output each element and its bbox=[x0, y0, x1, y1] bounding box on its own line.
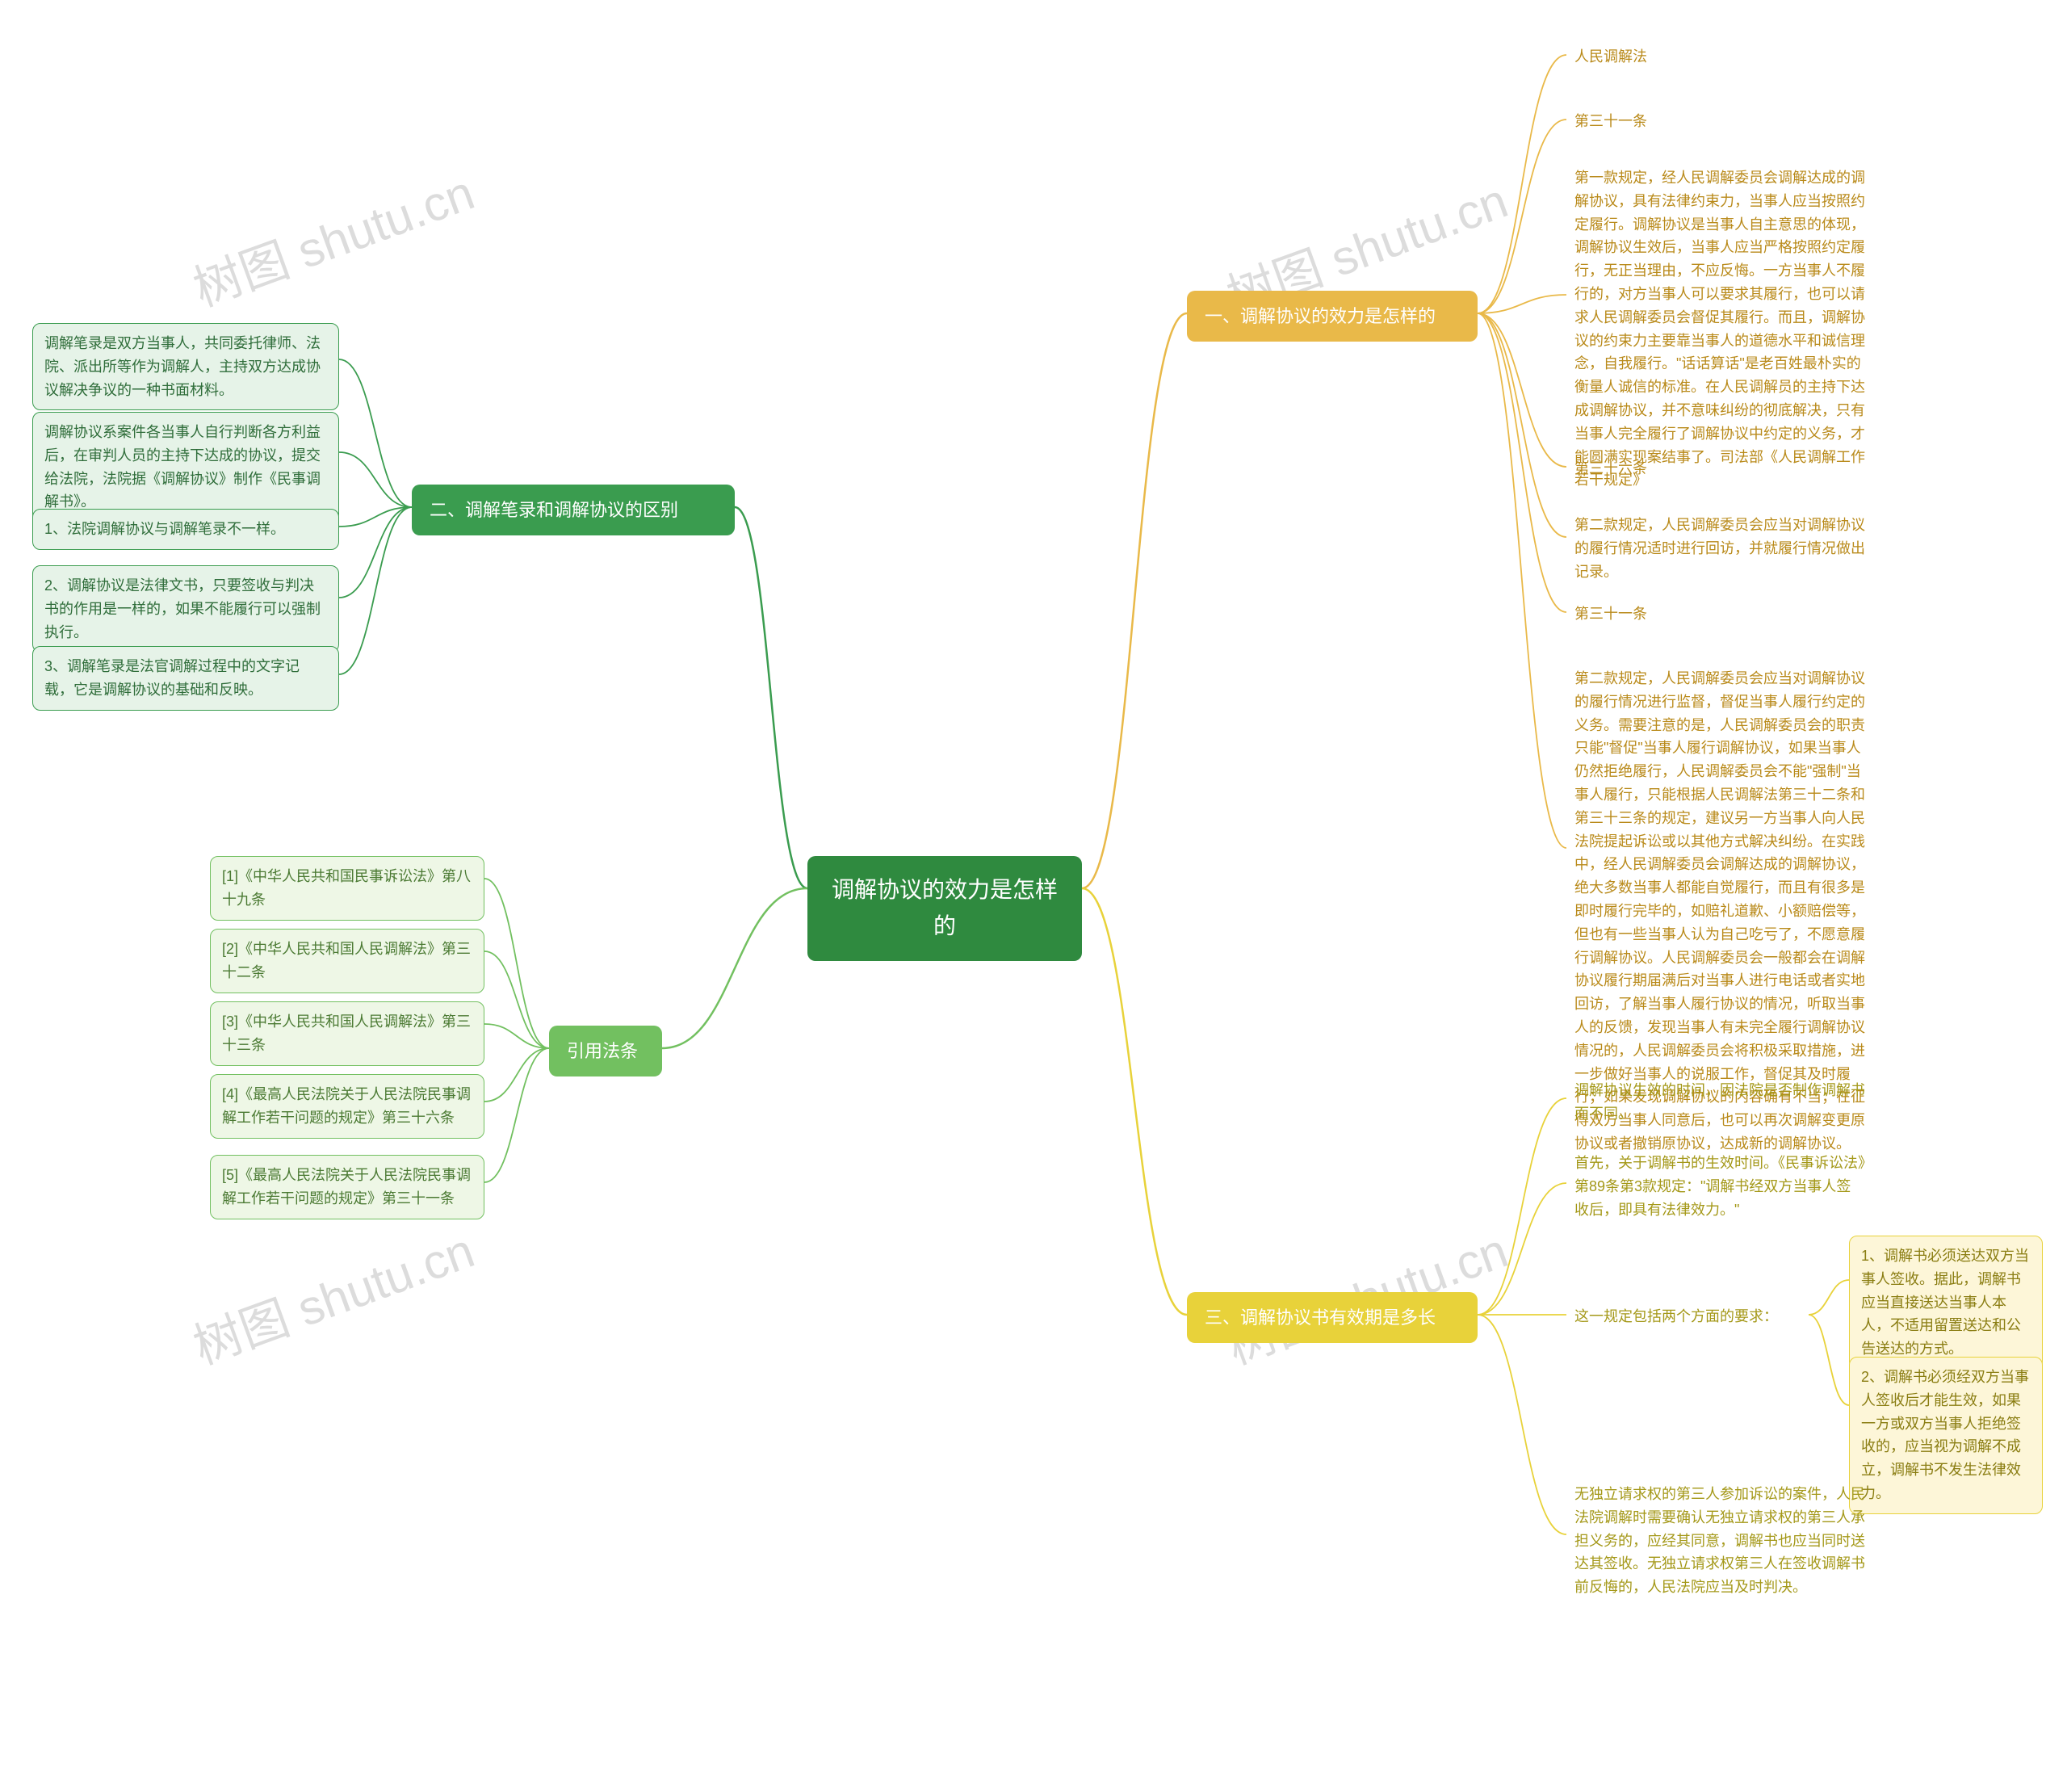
subleaf-b3-2-1: 2、调解书必须经双方当事人签收后才能生效，如果一方或双方当事人拒绝签收的，应当视… bbox=[1849, 1357, 2043, 1514]
leaf-b2-3: 2、调解协议是法律文书，只要签收与判决书的作用是一样的，如果不能履行可以强制执行… bbox=[32, 565, 339, 653]
leaf-b4-3: [4]《最高人民法院关于人民法院民事调解工作若干问题的规定》第三十六条 bbox=[210, 1074, 484, 1139]
leaf-b4-1: [2]《中华人民共和国人民调解法》第三十二条 bbox=[210, 929, 484, 993]
leaf-b4-2: [3]《中华人民共和国人民调解法》第三十三条 bbox=[210, 1001, 484, 1066]
leaf-b1-5: 第三十一条 bbox=[1566, 598, 1809, 631]
subleaf-b3-2-0: 1、调解书必须送达双方当事人签收。据此，调解书应当直接送达当事人本人，不适用留置… bbox=[1849, 1236, 2043, 1370]
branch-b2: 二、调解笔录和调解协议的区别 bbox=[412, 485, 735, 535]
watermark: 树图 shutu.cn bbox=[182, 1211, 482, 1378]
watermark: 树图 shutu.cn bbox=[182, 153, 482, 320]
leaf-b3-1: 首先，关于调解书的生效时间。《民事诉讼法》第89条第3款规定："调解书经双方当事… bbox=[1566, 1147, 1873, 1226]
leaf-b2-4: 3、调解笔录是法官调解过程中的文字记载，它是调解协议的基础和反映。 bbox=[32, 646, 339, 711]
leaf-b3-2: 这一规定包括两个方面的要求： bbox=[1566, 1300, 1809, 1333]
leaf-b1-1: 第三十一条 bbox=[1566, 105, 1809, 138]
leaf-b1-3: 第三十六条 bbox=[1566, 452, 1809, 485]
branch-b3: 三、调解协议书有效期是多长 bbox=[1187, 1292, 1478, 1343]
leaf-b1-4: 第二款规定，人民调解委员会应当对调解协议的履行情况适时进行回访，并就履行情况做出… bbox=[1566, 509, 1873, 588]
leaf-b1-0: 人民调解法 bbox=[1566, 40, 1809, 73]
leaf-b3-3: 无独立请求权的第三人参加诉讼的案件，人民法院调解时需要确认无独立请求权的第三人承… bbox=[1566, 1478, 1873, 1604]
leaf-b4-4: [5]《最高人民法院关于人民法院民事调解工作若干问题的规定》第三十一条 bbox=[210, 1155, 484, 1219]
leaf-b2-1: 调解协议系案件各当事人自行判断各方利益后，在审判人员的主持下达成的协议，提交给法… bbox=[32, 412, 339, 522]
leaf-b2-0: 调解笔录是双方当事人，共同委托律师、法院、派出所等作为调解人，主持双方达成协议解… bbox=[32, 323, 339, 410]
leaf-b2-2: 1、法院调解协议与调解笔录不一样。 bbox=[32, 509, 339, 550]
leaf-b3-0: 调解协议生效的时间，因法院是否制作调解书而不同。 bbox=[1566, 1074, 1873, 1131]
center-node: 调解协议的效力是怎样的 bbox=[807, 856, 1082, 961]
leaf-b4-0: [1]《中华人民共和国民事诉讼法》第八十九条 bbox=[210, 856, 484, 921]
leaf-b1-2: 第一款规定，经人民调解委员会调解达成的调解协议，具有法律约束力，当事人应当按照约… bbox=[1566, 162, 1873, 497]
branch-b1: 一、调解协议的效力是怎样的 bbox=[1187, 291, 1478, 342]
branch-b4: 引用法条 bbox=[549, 1026, 662, 1076]
